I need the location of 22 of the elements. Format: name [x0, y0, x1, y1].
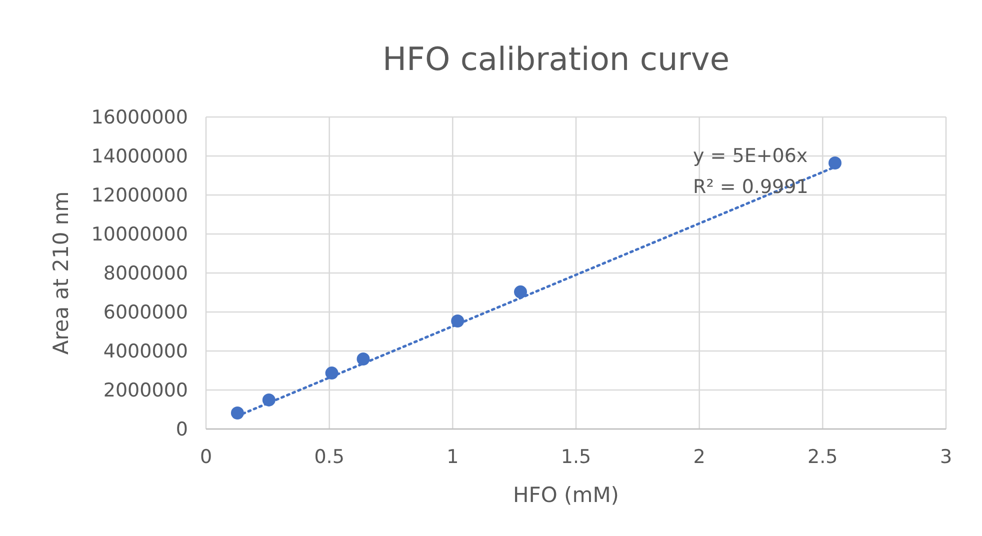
y-axis-title: Area at 210 nm	[49, 191, 73, 355]
y-tick-label: 16000000	[91, 106, 188, 129]
point	[514, 285, 527, 298]
x-tick-label: 0.5	[314, 446, 344, 468]
point	[828, 156, 842, 170]
chart-title: HFO calibration curve	[382, 40, 730, 78]
x-tick-label: 0	[200, 446, 212, 468]
x-tick-label: 1	[446, 446, 459, 468]
y-tick-label: 10000000	[91, 224, 188, 246]
y-tick-label: 6000000	[103, 302, 188, 324]
y-tick-label: 0	[176, 418, 188, 441]
x-tick-label: 3	[940, 446, 952, 468]
y-tick-label: 8000000	[103, 262, 188, 285]
x-axis-title: HFO (mM)	[512, 483, 620, 507]
y-tick-label: 2000000	[103, 380, 188, 402]
annotation: y = 5E+06x	[693, 145, 808, 167]
x-tick-label: 1.5	[560, 446, 592, 468]
x-tick-label: 2	[693, 446, 706, 468]
x-tick-label: 2.5	[808, 446, 838, 468]
y-tick-label: 14000000	[91, 146, 188, 168]
y-tick-label: 4000000	[103, 340, 188, 363]
y-tick-label: 12000000	[91, 184, 188, 207]
